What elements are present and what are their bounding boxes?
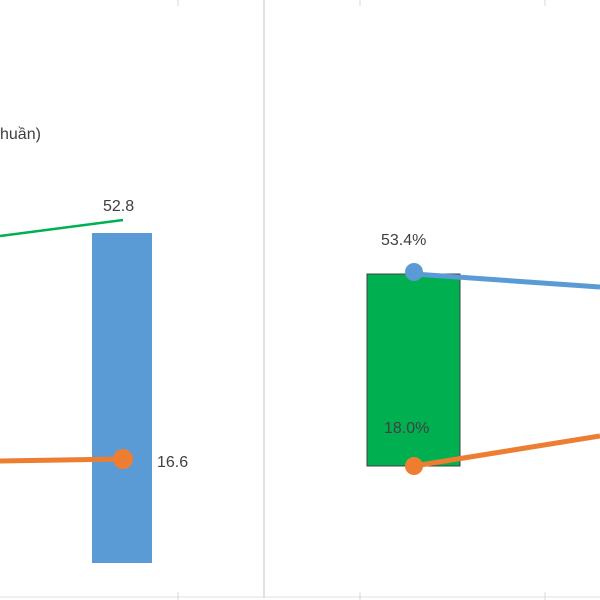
data-label-right-bottom: 18.0% [384,420,429,437]
legend-fragment: huần) [0,126,41,143]
bar-right [366,273,461,467]
orange-line-right [413,433,600,469]
data-label-left-bottom: 16.6 [157,454,188,471]
bar-left [92,233,152,563]
orange-point-right [405,457,423,475]
blue-point-right [405,263,423,281]
orange-line-left [0,456,124,464]
orange-point-left [113,449,133,469]
green-line-left [0,218,124,238]
data-label-right-top: 53.4% [381,232,426,249]
data-label-left-top: 52.8 [103,198,134,215]
blue-line-right [413,271,600,290]
